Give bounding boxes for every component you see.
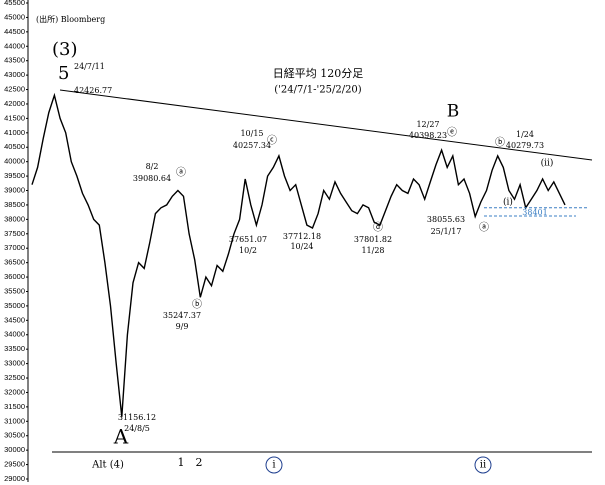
y-tick-label: 29500 (4, 460, 25, 469)
annotation: 10/24 (290, 242, 313, 251)
annotation: (i) (503, 197, 513, 208)
annotation: 25/1/17 (431, 227, 462, 236)
y-tick-label: 32500 (4, 373, 25, 382)
y-tick-label: 40000 (4, 157, 25, 166)
annotation: 40257.34 (233, 141, 271, 150)
price-line (31, 92, 566, 417)
y-tick-label: 31500 (4, 402, 25, 411)
annotation: 40279.73 (506, 141, 544, 150)
annotation: Alt (4) (91, 460, 124, 471)
y-tick-label: 34000 (4, 330, 25, 339)
annotation: 24/7/11 (74, 62, 105, 71)
y-tick-label: 38500 (4, 200, 25, 209)
y-tick-label: 36000 (4, 272, 25, 281)
annotation: 日経平均 120分足 (273, 67, 364, 80)
annotation: ('24/7/1-'25/2/20) (274, 85, 362, 96)
y-tick-label: 32000 (4, 387, 25, 396)
y-tick-label: 35500 (4, 286, 25, 295)
annotation: ⓑ (495, 137, 505, 149)
y-tick-label: 44500 (4, 27, 25, 36)
annotation: i (272, 460, 275, 471)
y-tick-label: 36500 (4, 258, 25, 267)
annotation: ii (480, 460, 486, 471)
annotation: 40398.23 (409, 131, 447, 140)
annotation: 24/8/5 (124, 424, 150, 433)
annotation: 38055.63 (427, 215, 465, 224)
annotation: ⓒ (267, 135, 277, 147)
annotation: 5 (58, 63, 69, 84)
annotation: (出所) Bloomberg (36, 14, 105, 24)
annotation: ⓐ (176, 167, 186, 179)
wave-circle (265, 456, 283, 474)
y-tick-label: 40500 (4, 142, 25, 151)
y-tick-label: 42500 (4, 85, 25, 94)
annotation: 39080.64 (133, 174, 171, 183)
wave-circle (474, 456, 492, 474)
y-tick-label: 33000 (4, 359, 25, 368)
annotation: ⓑ (192, 299, 202, 311)
annotation: 2 (196, 456, 203, 469)
annotation: 1/24 (516, 130, 534, 139)
annotation: (ii) (541, 158, 554, 169)
y-tick-label: 41500 (4, 113, 25, 122)
annotation: 37801.82 (354, 235, 392, 244)
annotation: ⓔ (447, 127, 457, 139)
annotation: 12/27 (416, 120, 439, 129)
y-tick-label: 42000 (4, 99, 25, 108)
y-tick-label: 30500 (4, 431, 25, 440)
annotation: 10/15 (240, 129, 263, 138)
annotation: 31156.12 (118, 413, 156, 422)
annotation: A (113, 425, 129, 449)
y-tick-label: 38000 (4, 214, 25, 223)
y-tick-label: 37000 (4, 243, 25, 252)
annotation: ⓓ (373, 222, 383, 234)
annotation: (3) (52, 39, 78, 60)
annotation: 8/2 (146, 162, 159, 171)
annotation: 9/9 (176, 322, 189, 331)
trend-line (59, 89, 593, 161)
y-tick-label: 29000 (4, 474, 25, 483)
y-tick-label: 31000 (4, 416, 25, 425)
y-tick-label: 45000 (4, 12, 25, 21)
y-tick-label: 34500 (4, 315, 25, 324)
y-tick-label: 45500 (4, 0, 25, 7)
annotation: 35247.37 (163, 311, 201, 320)
annotation: 37712.18 (283, 232, 321, 241)
y-tick-label: 33500 (4, 344, 25, 353)
y-tick-label: 39000 (4, 185, 25, 194)
y-tick-label: 41000 (4, 128, 25, 137)
y-tick-label: 35000 (4, 301, 25, 310)
y-tick-label: 37500 (4, 229, 25, 238)
level-label: 38401 (522, 208, 547, 217)
annotation: 11/28 (361, 246, 384, 255)
annotation: 37651.07 (229, 235, 267, 244)
y-tick-label: 43000 (4, 70, 25, 79)
y-tick-label: 44000 (4, 41, 25, 50)
annotation: B (447, 102, 460, 122)
annotation: 10/2 (239, 246, 257, 255)
y-tick-label: 30000 (4, 445, 25, 454)
y-tick-label: 43500 (4, 56, 25, 65)
y-tick-label: 39500 (4, 171, 25, 180)
annotation: 1 (178, 456, 185, 469)
annotation: 42426.77 (74, 86, 112, 95)
annotation: ⓐ (479, 222, 489, 234)
